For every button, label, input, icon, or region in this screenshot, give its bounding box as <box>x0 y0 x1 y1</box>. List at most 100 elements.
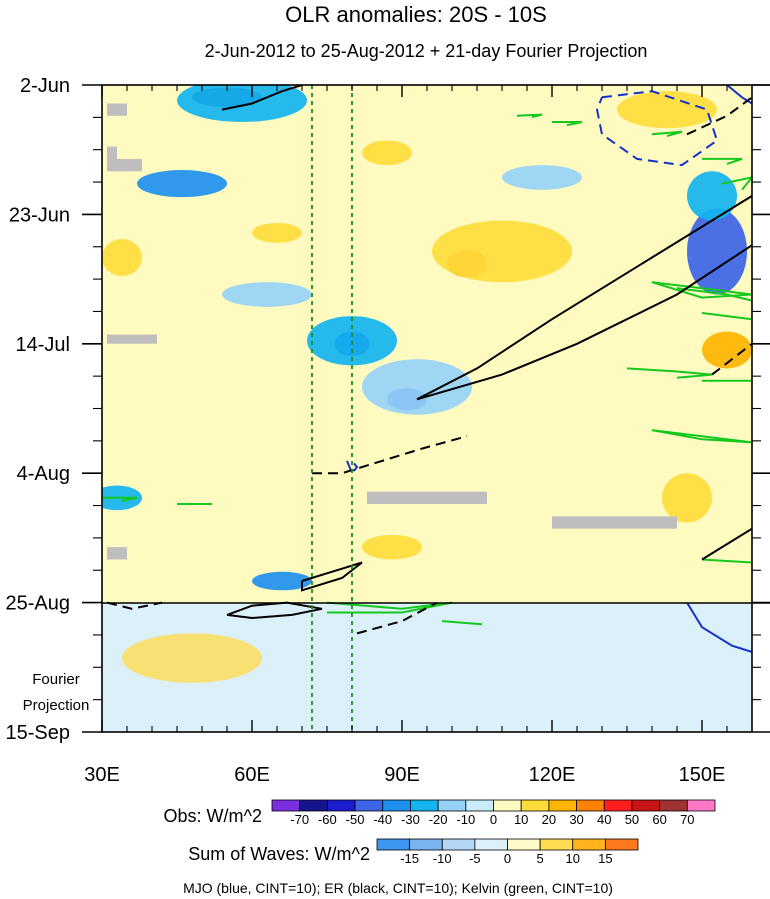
y-tick-label: 25-Aug <box>6 593 71 615</box>
colorbar-tick-label: 50 <box>625 812 639 827</box>
x-tick-label: 60E <box>234 764 270 786</box>
x-tick-label: 120E <box>529 764 576 786</box>
er-contours <box>106 85 752 635</box>
colorbar-tick-label: -30 <box>401 812 420 827</box>
colorbar-tick-label: 10 <box>566 851 580 866</box>
anomaly-patch <box>687 208 747 295</box>
anomaly-patch <box>362 534 422 560</box>
kelvin-contour <box>721 176 752 191</box>
kelvin-contour <box>702 157 743 165</box>
obs-colorbar-label: Obs: W/m^2 <box>164 806 262 826</box>
colorbar-box <box>631 799 661 812</box>
colorbar-tick-label: -70 <box>290 812 309 827</box>
x-tick-label: 90E <box>384 764 420 786</box>
y-tick-label: 2-Jun <box>20 75 70 97</box>
x-tick-label: 30E <box>84 764 120 786</box>
missing-data-box <box>107 146 117 159</box>
kelvin-contour <box>516 113 543 118</box>
colorbar-box <box>326 799 356 812</box>
colorbar-tick-label: 40 <box>597 812 611 827</box>
colorbar-box <box>659 799 688 812</box>
anomaly-patch <box>502 165 582 190</box>
er-contour <box>221 85 303 111</box>
x-axis: 30E 60E 90E 120E 150E <box>84 85 728 786</box>
mjo-contours <box>346 85 752 653</box>
anomaly-patch <box>252 223 302 243</box>
colorbar-box <box>299 799 328 812</box>
missing-data-box <box>552 516 677 529</box>
colorbar-box <box>548 799 577 812</box>
colorbar-tick-label: -10 <box>433 851 452 866</box>
colorbar-box <box>376 838 411 851</box>
colorbar-box <box>465 799 494 812</box>
projection-patch <box>652 676 752 714</box>
er-contour <box>226 601 323 620</box>
colorbar-box <box>382 799 411 812</box>
anomaly-patch <box>687 171 737 221</box>
er-contour <box>301 561 363 592</box>
waves-colorbar-label: Sum of Waves: W/m^2 <box>188 844 370 864</box>
missing-data-box <box>107 103 127 116</box>
plot-area <box>102 85 752 732</box>
y-tick-label: 14-Jul <box>16 334 70 356</box>
anomaly-patch <box>362 359 472 415</box>
missing-data-box <box>367 491 487 505</box>
colorbar-tick-label: -5 <box>469 851 481 866</box>
mjo-contour <box>595 90 719 167</box>
anomaly-patches <box>102 85 752 591</box>
anomaly-patch <box>307 316 397 366</box>
er-contour <box>312 435 468 475</box>
colorbar-box <box>437 799 467 812</box>
colorbar-tick-label: 70 <box>680 812 694 827</box>
missing-data-box <box>107 547 127 560</box>
colorbar-tick-label: 5 <box>537 851 544 866</box>
chart-subtitle: 2-Jun-2012 to 25-Aug-2012 + 21-day Fouri… <box>205 41 648 61</box>
colorbar-tick-label: -40 <box>373 812 392 827</box>
er-contour <box>106 601 163 610</box>
missing-data-box <box>107 158 142 172</box>
kelvin-contour <box>701 312 752 321</box>
colorbar-box <box>474 838 508 851</box>
colorbar-box <box>493 799 522 812</box>
er-contour <box>711 343 752 376</box>
x-tick-label: 150E <box>679 764 726 786</box>
colorbar-box <box>604 838 639 851</box>
colorbar-box <box>410 799 439 812</box>
anomaly-patch <box>362 140 412 166</box>
colorbar-box <box>409 838 443 851</box>
colorbar-box <box>576 799 605 812</box>
reference-lines <box>311 85 353 732</box>
kelvin-contour <box>441 620 483 626</box>
colorbar-tick-label: 20 <box>542 812 556 827</box>
colorbar-tick-label: 0 <box>504 851 511 866</box>
colorbar-tick-label: 60 <box>652 812 666 827</box>
er-contour <box>416 195 752 401</box>
missing-data-boxes <box>107 103 677 560</box>
colorbar-box <box>572 838 606 851</box>
colorbar-tick-label: 10 <box>514 812 528 827</box>
colorbar-box <box>603 799 633 812</box>
colorbar-tick-label: -60 <box>318 812 337 827</box>
footer-note: MJO (blue, CINT=10); ER (black, CINT=10)… <box>183 880 613 896</box>
colorbar-tick-label: -50 <box>346 812 365 827</box>
projection-label-line2: Projection <box>23 697 90 714</box>
projection-patch <box>402 621 602 659</box>
colorbar-tick-label: 0 <box>490 812 497 827</box>
anomaly-patch <box>222 282 312 307</box>
kelvin-contour <box>676 287 752 302</box>
colorbar-tick-label: 30 <box>569 812 583 827</box>
anomaly-patch <box>432 220 572 283</box>
er-contour <box>416 244 752 401</box>
mjo-contour <box>686 602 752 653</box>
anomaly-patch <box>702 331 752 369</box>
anomaly-patch <box>662 473 712 523</box>
projection-patches <box>122 621 752 726</box>
projection-patch <box>227 688 477 726</box>
colorbar-tick-label: -15 <box>400 851 419 866</box>
colorbar-tick-label: 15 <box>598 851 612 866</box>
kelvin-contour <box>626 367 713 379</box>
y-tick-label: 15-Sep <box>6 722 71 744</box>
colorbar-tick-label: -20 <box>429 812 448 827</box>
colorbar-tick-label: -10 <box>456 812 475 827</box>
er-contour <box>356 601 438 635</box>
